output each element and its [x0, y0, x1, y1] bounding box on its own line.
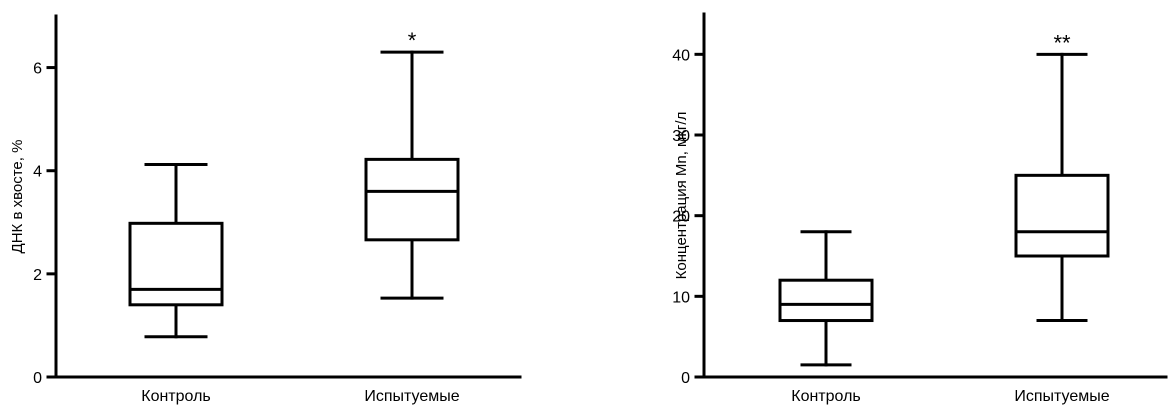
- y-tick-label: 0: [681, 370, 690, 387]
- box-control: [128, 163, 224, 339]
- y-tick-label: 30: [672, 128, 690, 145]
- category-label: Контроль: [141, 388, 211, 405]
- y-axis-title: ДНК в хвосте, %: [9, 140, 26, 254]
- box-iqr: [778, 278, 874, 323]
- significance-marker: *: [408, 28, 417, 53]
- box-iqr: [128, 221, 224, 307]
- box-iqr: [364, 157, 460, 242]
- y-tick-label: 20: [672, 209, 690, 226]
- box-control: [778, 230, 874, 367]
- box-iqr: [1014, 173, 1110, 258]
- box-test: **: [1014, 30, 1110, 323]
- y-tick-label: 0: [33, 370, 42, 387]
- y-tick-label: 40: [672, 47, 690, 64]
- panel-dna-tail: 0 2 4 6 ДНК в хвосте, % * Контроль Испытуемые: [9, 14, 522, 405]
- y-tick-label: 10: [672, 289, 690, 306]
- y-tick-label: 6: [33, 61, 42, 78]
- category-label: Контроль: [791, 388, 861, 405]
- category-label: Испытуемые: [1014, 388, 1109, 405]
- box-test: *: [364, 28, 460, 300]
- category-label: Испытуемые: [364, 388, 459, 405]
- panel-mn-concentration: 0 10 20 30 40 Концентрация Mn, мкг/л ** Контрол…: [672, 12, 1168, 405]
- y-tick-label: 2: [33, 267, 42, 284]
- y-tick-label: 4: [33, 164, 42, 181]
- y-axis-title: Концентрация Mn, мкг/л: [673, 112, 690, 280]
- significance-marker: **: [1053, 30, 1071, 55]
